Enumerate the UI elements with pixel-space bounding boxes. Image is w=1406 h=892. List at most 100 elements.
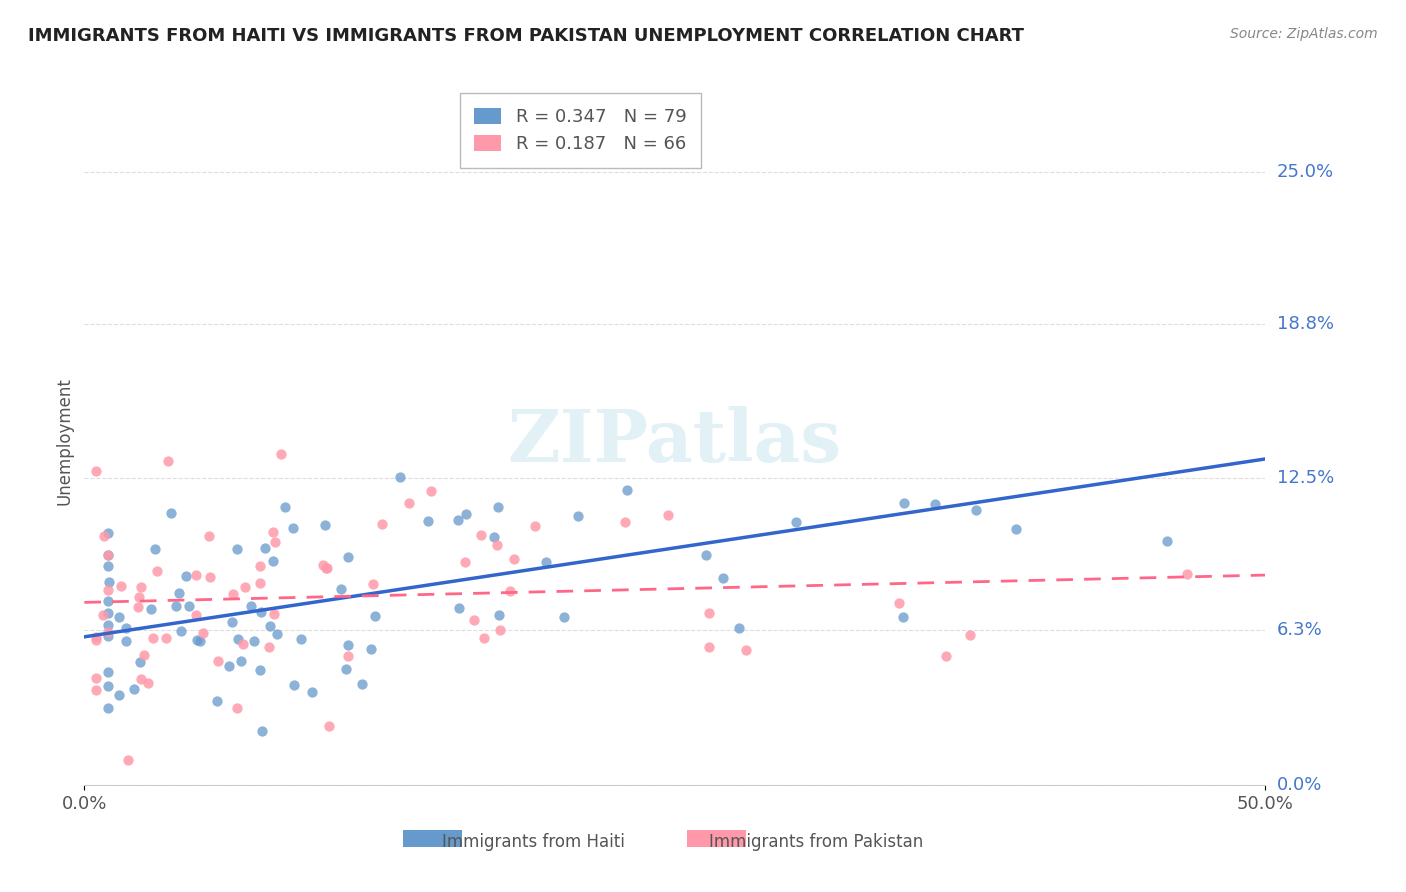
Point [335,662,357,676]
Point [259,619,281,633]
Point [312,558,335,572]
Point [231,637,253,651]
Point [226,701,249,715]
Point [502,552,524,566]
Point [128,590,150,604]
Point [233,580,256,594]
Point [97,624,120,639]
Point [97,679,120,693]
Point [186,568,208,582]
Point [447,513,470,527]
Point [290,632,312,646]
Point [250,724,273,739]
Point [97,629,120,643]
Text: Immigrants from Haiti: Immigrants from Haiti [441,833,624,851]
Text: 25.0%: 25.0% [1277,162,1334,181]
Point [264,535,287,549]
Point [454,555,477,569]
Point [110,578,132,592]
Point [249,558,271,573]
Point [156,454,179,468]
Point [697,607,720,621]
Point [364,608,387,623]
Point [485,539,508,553]
Point [301,685,323,699]
Point [97,665,120,680]
Point [924,497,946,511]
Point [205,694,228,708]
Point [249,576,271,591]
Text: 12.5%: 12.5% [1277,469,1334,487]
Point [711,571,734,585]
Point [243,633,266,648]
Point [253,541,276,555]
Point [965,503,987,517]
Point [117,753,139,767]
Point [695,548,717,562]
Point [221,587,243,601]
Text: 6.3%: 6.3% [1277,622,1322,640]
Point [84,464,107,478]
Point [127,599,149,614]
Point [97,582,120,597]
Point [122,681,145,696]
Point [186,607,208,622]
Point [262,554,284,568]
Point [398,496,420,510]
Point [697,640,720,654]
Point [207,654,229,668]
Point [188,633,211,648]
Text: ZIPatlas: ZIPatlas [508,406,842,477]
Point [281,521,304,535]
Text: 0.0%: 0.0% [1277,776,1322,794]
Point [262,524,284,539]
Point [167,586,190,600]
Point [97,593,120,607]
Point [198,529,221,543]
Point [616,483,638,498]
Point [97,618,120,632]
Point [97,548,120,562]
Point [1177,566,1199,581]
Point [337,638,360,652]
Point [371,517,394,532]
Point [198,570,221,584]
Point [553,610,575,624]
Point [146,565,169,579]
Point [734,643,756,657]
Text: 18.8%: 18.8% [1277,315,1333,333]
Point [155,631,177,645]
Point [93,607,115,622]
Point [97,606,120,620]
Text: Source: ZipAtlas.com: Source: ZipAtlas.com [1230,27,1378,41]
Point [263,607,285,621]
Point [97,525,120,540]
Point [108,688,131,702]
Point [170,624,193,639]
Point [84,630,107,644]
Point [97,548,120,562]
Point [226,542,249,557]
Point [318,718,340,732]
Point [361,577,384,591]
Point [1004,522,1026,536]
Point [165,599,187,613]
Point [93,529,115,543]
Point [84,632,107,647]
Point [139,602,162,616]
Point [499,583,522,598]
Point [416,514,439,528]
Point [474,631,496,645]
Point [283,678,305,692]
Point [352,676,374,690]
FancyBboxPatch shape [686,830,745,847]
Point [728,621,751,635]
Point [567,508,589,523]
FancyBboxPatch shape [404,830,463,847]
Point [229,654,252,668]
Point [456,507,478,521]
Point [959,628,981,642]
Point [270,447,292,461]
Point [257,640,280,654]
Point [160,506,183,520]
